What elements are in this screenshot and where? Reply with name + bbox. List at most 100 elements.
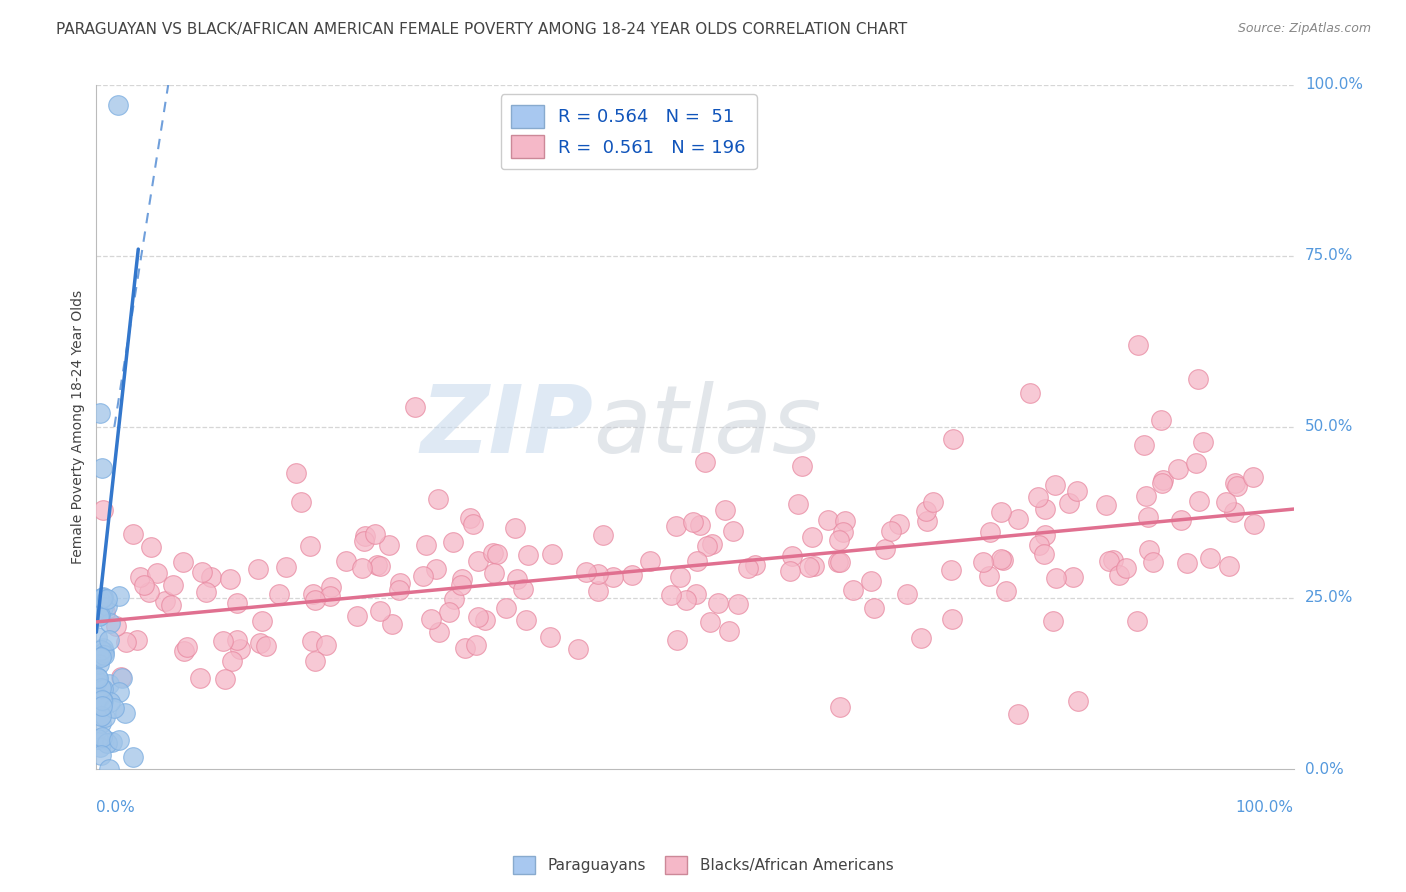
Point <box>516 548 538 562</box>
Point <box>110 670 132 684</box>
Point <box>91 640 114 655</box>
Point <box>1135 489 1157 503</box>
Point <box>685 587 707 601</box>
Point <box>485 547 508 561</box>
Text: Source: ZipAtlas.com: Source: ZipAtlas.com <box>1237 22 1371 36</box>
Point <box>319 580 342 594</box>
Point <box>620 568 643 582</box>
Legend: Paraguayans, Blacks/African Americans: Paraguayans, Blacks/African Americans <box>506 850 900 880</box>
Point <box>441 535 464 549</box>
Point <box>353 534 375 549</box>
Point <box>1126 338 1149 352</box>
Point <box>200 570 222 584</box>
Point <box>464 639 486 653</box>
Point <box>89 609 111 624</box>
Point <box>101 735 124 749</box>
Point <box>188 671 211 685</box>
Point <box>153 594 176 608</box>
Point <box>91 591 114 606</box>
Point <box>1026 490 1049 504</box>
Point <box>145 566 167 581</box>
Point <box>666 632 689 647</box>
Point <box>586 567 609 582</box>
Point <box>91 503 114 517</box>
Point <box>370 558 392 573</box>
Text: 50.0%: 50.0% <box>1305 419 1353 434</box>
Point <box>862 601 884 615</box>
Point <box>87 732 110 747</box>
Point <box>346 608 368 623</box>
Point <box>1019 385 1042 400</box>
Point <box>1223 505 1246 519</box>
Point <box>100 615 122 630</box>
Point <box>139 540 162 554</box>
Point <box>87 592 110 607</box>
Point <box>914 504 936 518</box>
Point <box>212 634 235 648</box>
Point <box>97 677 120 691</box>
Point <box>172 555 194 569</box>
Point <box>1101 553 1123 567</box>
Point <box>115 635 138 649</box>
Point <box>128 570 150 584</box>
Point <box>89 607 111 622</box>
Point <box>90 716 112 731</box>
Point <box>467 554 489 568</box>
Point <box>1045 571 1067 585</box>
Point <box>427 491 450 506</box>
Point <box>1042 614 1064 628</box>
Point <box>817 513 839 527</box>
Point <box>1067 693 1090 707</box>
Point <box>160 598 183 612</box>
Point <box>90 642 112 657</box>
Point <box>90 699 112 714</box>
Point <box>91 461 114 475</box>
Point <box>91 647 114 661</box>
Point <box>675 592 697 607</box>
Point <box>669 570 692 584</box>
Point <box>689 518 711 533</box>
Point <box>994 583 1017 598</box>
Point <box>96 592 118 607</box>
Point <box>1175 557 1198 571</box>
Point <box>315 638 337 652</box>
Point <box>415 538 437 552</box>
Point <box>246 562 269 576</box>
Point <box>104 619 127 633</box>
Point <box>214 672 236 686</box>
Point <box>461 516 484 531</box>
Point <box>828 533 851 548</box>
Point <box>86 630 108 644</box>
Point <box>592 528 614 542</box>
Point <box>910 631 932 645</box>
Point <box>86 670 108 684</box>
Point <box>1132 438 1154 452</box>
Point <box>1057 496 1080 510</box>
Point <box>173 643 195 657</box>
Point <box>108 732 131 747</box>
Point <box>803 559 825 574</box>
Point <box>682 515 704 529</box>
Point <box>990 506 1012 520</box>
Point <box>1167 462 1189 476</box>
Point <box>86 673 108 688</box>
Point <box>98 762 121 776</box>
Point <box>89 747 111 762</box>
Point <box>602 570 624 584</box>
Point <box>828 555 851 569</box>
Point <box>859 574 882 589</box>
Point <box>98 695 121 709</box>
Point <box>1108 567 1130 582</box>
Point <box>366 558 388 573</box>
Point <box>1062 569 1084 583</box>
Point <box>381 616 404 631</box>
Point <box>1184 456 1206 470</box>
Point <box>512 582 534 596</box>
Point <box>727 597 749 611</box>
Point <box>93 681 115 696</box>
Point <box>419 612 441 626</box>
Point <box>495 600 517 615</box>
Point <box>194 585 217 599</box>
Point <box>889 516 911 531</box>
Point <box>225 633 247 648</box>
